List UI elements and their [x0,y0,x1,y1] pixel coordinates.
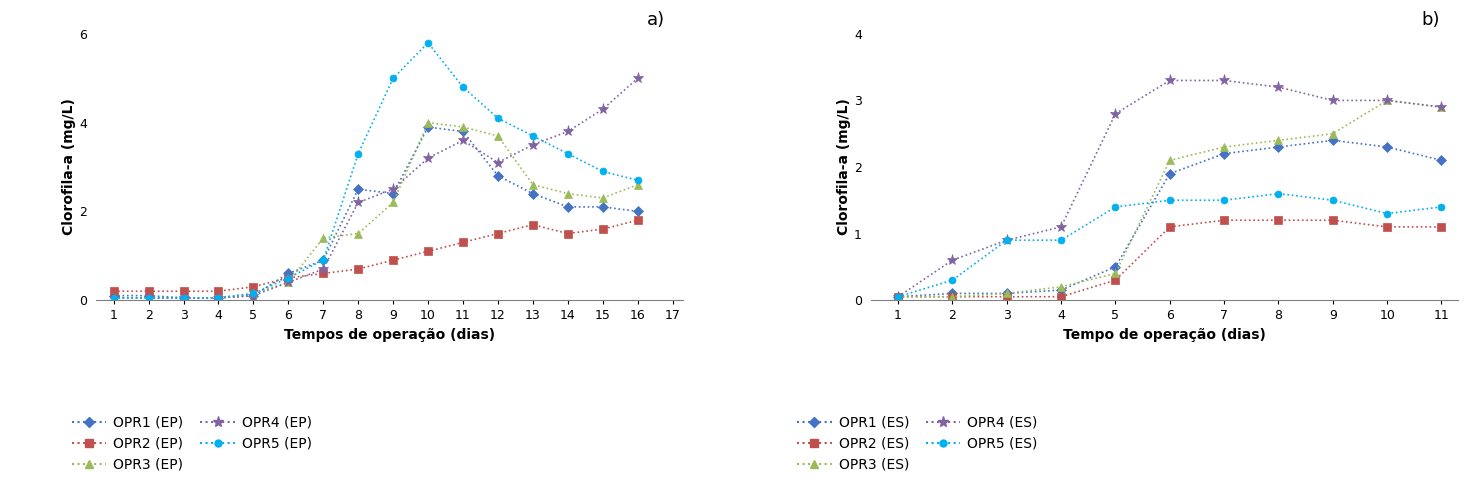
Text: a): a) [647,11,666,29]
Legend: OPR1 (EP), OPR2 (EP), OPR3 (EP), OPR4 (EP), OPR5 (EP): OPR1 (EP), OPR2 (EP), OPR3 (EP), OPR4 (E… [67,410,317,477]
X-axis label: Tempos de operação (dias): Tempos de operação (dias) [284,328,496,342]
X-axis label: Tempo de operação (dias): Tempo de operação (dias) [1063,328,1265,342]
Y-axis label: Clorofila-a (mg/L): Clorofila-a (mg/L) [62,99,77,235]
Legend: OPR1 (ES), OPR2 (ES), OPR3 (ES), OPR4 (ES), OPR5 (ES): OPR1 (ES), OPR2 (ES), OPR3 (ES), OPR4 (E… [792,410,1043,477]
Text: b): b) [1422,11,1440,29]
Y-axis label: Clorofila-a (mg/L): Clorofila-a (mg/L) [838,99,851,235]
